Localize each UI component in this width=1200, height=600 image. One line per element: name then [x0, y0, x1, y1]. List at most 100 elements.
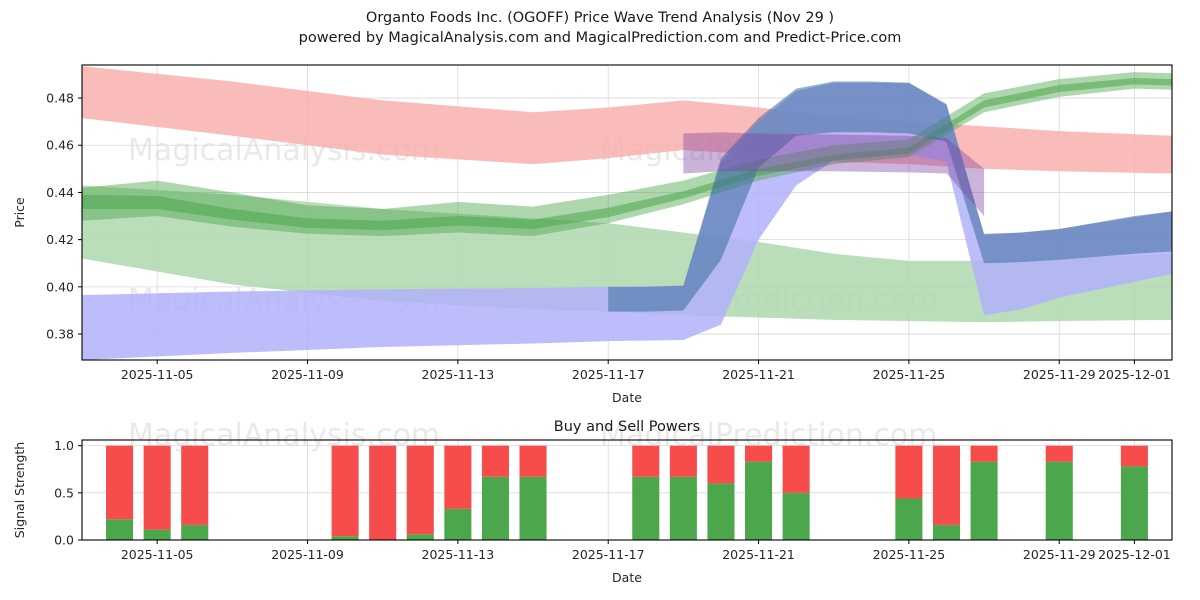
- power-x-tick-label: 2025-11-13: [422, 547, 495, 562]
- power-bar[interactable]: [143, 445, 171, 540]
- buy-power-segment: [669, 476, 697, 540]
- power-x-tick-label: 2025-11-25: [873, 547, 946, 562]
- overlap-purple-band: [683, 132, 985, 217]
- forecast-blue-dark-band: [608, 81, 1172, 312]
- power-bar[interactable]: [181, 445, 209, 540]
- power-bar[interactable]: [331, 445, 359, 540]
- sell-power-segment: [895, 445, 923, 499]
- chart-title-line-2: powered by MagicalAnalysis.com and Magic…: [298, 30, 902, 46]
- sell-power-segment: [1045, 445, 1073, 462]
- price-y-tick-label: 0.44: [46, 185, 74, 200]
- sell-power-segment: [369, 445, 397, 540]
- figure-title-block: Organto Foods Inc. (OGOFF) Price Wave Tr…: [0, 8, 1200, 48]
- buy-power-segment: [782, 492, 810, 540]
- sell-power-segment: [932, 445, 961, 525]
- power-x-axis-label: Date: [612, 570, 642, 585]
- buy-power-segment: [707, 483, 735, 540]
- buy-power-segment: [143, 529, 171, 540]
- sell-power-segment: [782, 445, 810, 493]
- price-chart-axes: [81, 64, 1173, 361]
- support-green-band: [82, 185, 1172, 323]
- price-chart-bands: [82, 66, 1172, 360]
- power-x-tick-label: 2025-11-29: [1023, 547, 1096, 562]
- buy-power-segment: [970, 461, 998, 540]
- sell-power-segment: [970, 445, 998, 462]
- buy-power-segment: [1120, 466, 1148, 540]
- power-bar[interactable]: [1045, 445, 1073, 540]
- power-bar[interactable]: [632, 445, 660, 540]
- price-x-tick-label: 2025-11-05: [121, 367, 194, 382]
- price-y-tick-label: 0.48: [46, 91, 74, 106]
- power-x-tick-label: 2025-12-01: [1098, 547, 1171, 562]
- price-y-tick-label: 0.38: [46, 327, 74, 342]
- sell-power-segment: [519, 445, 547, 477]
- price-x-tick-label: 2025-11-09: [271, 367, 344, 382]
- buy-power-segment: [106, 519, 134, 540]
- price-y-tick-label: 0.40: [46, 279, 74, 294]
- buy-power-segment: [1045, 461, 1073, 540]
- power-chart-tick-labels: 0.0 0.5 1.0 2025-11-05 2025-11-09 2025-11-13 2…: [54, 438, 1171, 562]
- power-bar[interactable]: [481, 445, 509, 540]
- price-x-tick-label: 2025-11-29: [1023, 367, 1096, 382]
- power-chart-axes: [81, 439, 1173, 541]
- buy-power-segment: [181, 524, 209, 540]
- buy-power-segment: [406, 534, 434, 540]
- buy-power-segment: [444, 508, 472, 540]
- price-x-axis-label: Date: [612, 390, 642, 405]
- price-x-tick-label: 2025-11-17: [572, 367, 645, 382]
- buy-power-segment: [481, 476, 509, 540]
- sell-power-segment: [444, 445, 472, 509]
- power-bar[interactable]: [745, 445, 773, 540]
- sell-power-segment: [106, 445, 134, 520]
- sell-power-segment: [143, 445, 171, 530]
- power-bar[interactable]: [932, 445, 961, 540]
- price-wave-chart: MagicalAnalysis.comMagicalPrediction.com…: [12, 64, 1173, 405]
- sell-power-segment: [1120, 445, 1148, 467]
- sell-power-segment: [707, 445, 735, 484]
- power-bar[interactable]: [895, 445, 923, 540]
- power-bar[interactable]: [519, 445, 547, 540]
- power-bar[interactable]: [406, 445, 434, 540]
- power-bar[interactable]: [782, 445, 810, 540]
- power-bar[interactable]: [669, 445, 697, 540]
- sell-power-segment: [406, 445, 434, 535]
- price-x-tick-label: 2025-11-13: [422, 367, 495, 382]
- power-chart-gridlines: [82, 440, 1172, 541]
- sell-power-segment: [481, 445, 509, 477]
- power-x-tick-label: 2025-11-17: [572, 547, 645, 562]
- buy-power-segment: [932, 524, 961, 540]
- power-bar[interactable]: [106, 445, 134, 540]
- buy-power-segment: [632, 476, 660, 540]
- power-y-axis-label: Signal Strength: [12, 442, 27, 538]
- power-bar[interactable]: [1120, 445, 1148, 540]
- power-y-tick-label: 0.5: [54, 485, 74, 500]
- power-bar[interactable]: [369, 445, 397, 540]
- price-chart-tick-labels: 0.38 0.40 0.42 0.44 0.46 0.48 2025-11-05 2025-1…: [46, 91, 1171, 382]
- price-y-axis-label: Price: [12, 197, 27, 228]
- sell-power-segment: [745, 445, 773, 462]
- sell-power-segment: [331, 445, 359, 537]
- power-x-tick-label: 2025-11-05: [121, 547, 194, 562]
- power-y-tick-label: 1.0: [54, 438, 74, 453]
- price-x-tick-label: 2025-11-25: [873, 367, 946, 382]
- buy-power-segment: [519, 476, 547, 540]
- price-y-tick-label: 0.42: [46, 232, 74, 247]
- price-x-tick-label: 2025-12-01: [1098, 367, 1171, 382]
- power-y-tick-label: 0.0: [54, 533, 74, 548]
- power-bar[interactable]: [444, 445, 472, 540]
- power-bar[interactable]: [707, 445, 735, 540]
- buy-sell-powers-chart: MagicalAnalysis.com MagicalPrediction.com…: [12, 418, 1173, 585]
- buy-power-segment: [895, 498, 923, 540]
- power-chart-bars: [106, 445, 1148, 540]
- chart-title-line-1: Organto Foods Inc. (OGOFF) Price Wave Tr…: [365, 10, 835, 26]
- power-bar[interactable]: [970, 445, 998, 540]
- sell-power-segment: [669, 445, 697, 477]
- buy-power-segment: [331, 536, 359, 540]
- price-y-tick-label: 0.46: [46, 138, 74, 153]
- buy-power-segment: [745, 461, 773, 540]
- sell-power-segment: [181, 445, 209, 525]
- sell-power-segment: [632, 445, 660, 477]
- price-x-tick-label: 2025-11-21: [722, 367, 795, 382]
- power-chart-title: Buy and Sell Powers: [554, 419, 700, 435]
